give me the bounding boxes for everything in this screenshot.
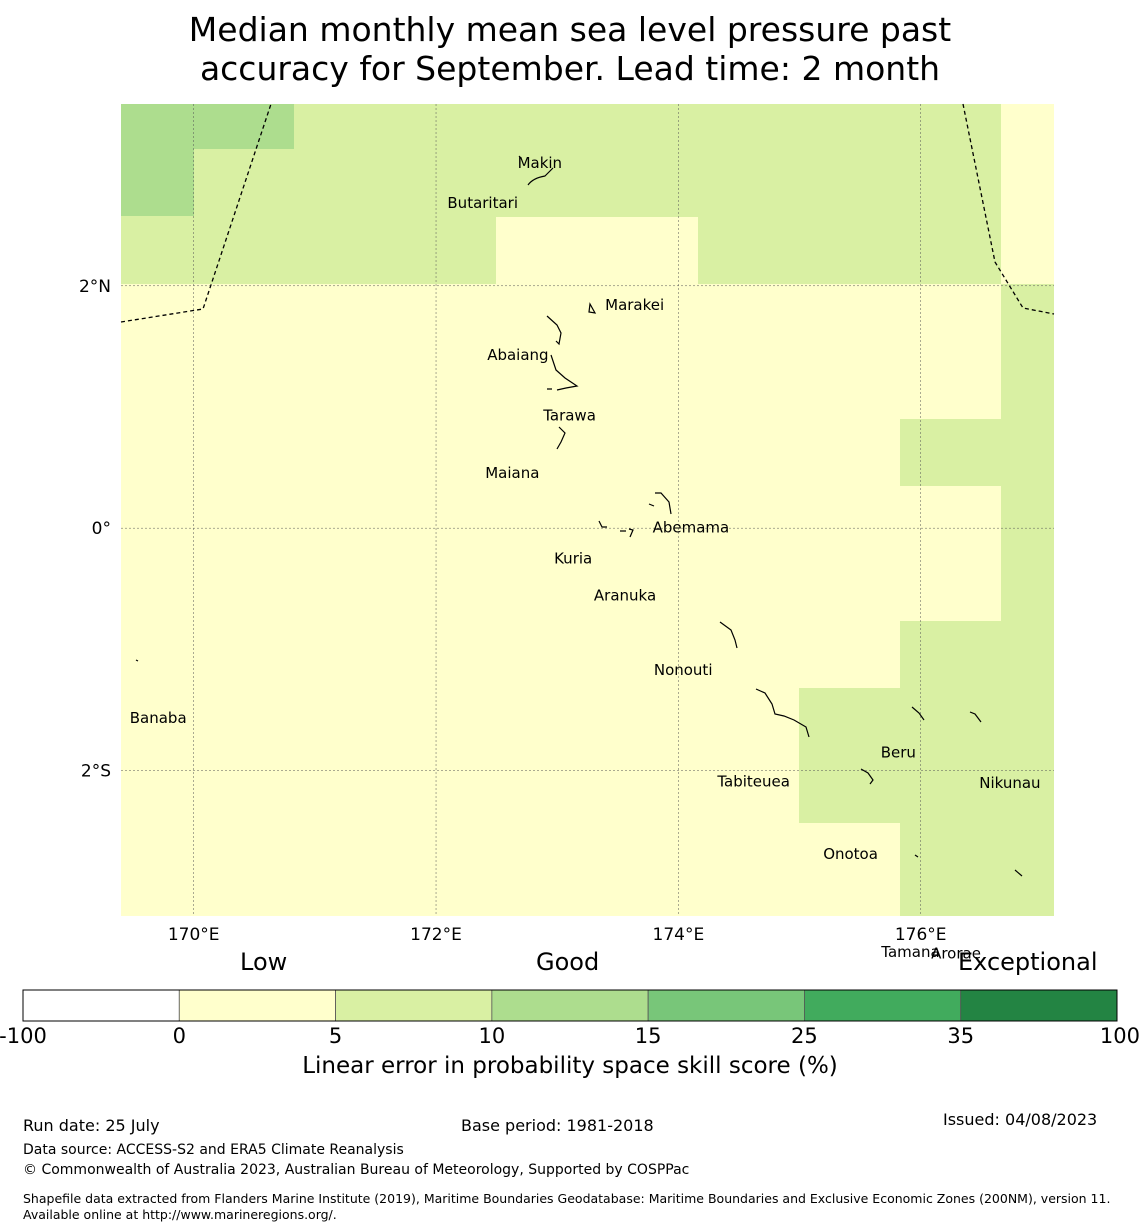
island-labels: Makin Butaritari Marakei Abaiang Tarawa Maian…: [130, 154, 1041, 962]
skill-cells: [121, 104, 1054, 916]
island-label: Marakei: [605, 296, 664, 314]
outline-nikunau: [969, 711, 982, 723]
outline-banaba: [135, 659, 139, 662]
eez-boundary-west: [120, 103, 272, 323]
outline-aranuka: [620, 528, 634, 538]
colorbar: [22, 989, 1118, 1022]
colorbar-tick-label: -100: [0, 1024, 47, 1048]
category-exceptional: Exceptional: [958, 948, 1098, 976]
map-title: Median monthly mean sea level pressure p…: [0, 10, 1140, 88]
run-date: Run date: 25 July: [23, 1116, 160, 1135]
outline-arorae: [1014, 869, 1023, 877]
map-area: Makin Butaritari Marakei Abaiang Tarawa Maian…: [79, 103, 1055, 962]
axis-tick-labels: 170°E 172°E 174°E 176°E 2°N 0° 2°S: [79, 277, 947, 945]
island-label: Nikunau: [979, 774, 1040, 792]
colorbar-tick-label: 5: [328, 1024, 343, 1048]
eez-boundary: [120, 103, 1055, 323]
cell-nw-good-1: [121, 104, 194, 216]
colorbar-tick-label: 25: [791, 1024, 818, 1048]
outline-beru: [911, 706, 925, 721]
island-label: Tabiteuea: [716, 773, 790, 791]
graticule: [121, 104, 1054, 916]
island-label: Butaritari: [447, 194, 518, 212]
outline-tabiteuea: [755, 688, 810, 738]
colorbar-frame: [22, 989, 1118, 1022]
lat-tick-label: 2°N: [79, 277, 111, 297]
lon-tick-label: 170°E: [168, 925, 220, 945]
colorbar-segment: [335, 989, 493, 1022]
shapefile-credit: Shapefile data extracted from Flanders M…: [23, 1191, 1111, 1222]
category-good: Good: [536, 948, 600, 976]
island-label: Abemama: [653, 519, 730, 537]
outline-abaiang: [546, 315, 562, 346]
island-label: Kuria: [554, 550, 592, 568]
island-label: Beru: [881, 743, 916, 761]
colorbar-segment: [491, 989, 649, 1022]
outline-marakei: [588, 302, 597, 314]
island-label: Arorae: [931, 944, 981, 960]
outline-butaritari: [527, 167, 554, 186]
colorbar-segment: [804, 989, 962, 1022]
cell-nw-good-2: [194, 104, 294, 149]
copyright: © Commonwealth of Australia 2023, Austra…: [23, 1162, 690, 1178]
colorbar-segment: [647, 989, 805, 1022]
colorbar-tick-label: 10: [478, 1024, 506, 1048]
map-svg: Makin Butaritari Marakei Abaiang Tarawa Maian…: [79, 103, 1055, 962]
island-outlines: [135, 155, 1023, 877]
outline-kuria: [598, 520, 607, 528]
outline-tamana: [914, 854, 919, 858]
outline-onotoa: [860, 768, 874, 785]
colorbar-tick-label: 100: [1099, 1024, 1140, 1048]
colorbar-segment: [22, 989, 180, 1022]
map-title-line-1: Median monthly mean sea level pressure p…: [188, 10, 952, 49]
cell-east-3: [799, 688, 900, 823]
island-label: Aranuka: [594, 587, 656, 605]
lon-tick-label: 174°E: [653, 925, 705, 945]
island-label: Onotoa: [823, 845, 878, 863]
eez-boundary-east: [962, 103, 1055, 315]
island-label: Abaiang: [487, 346, 548, 364]
island-label: Banaba: [130, 709, 187, 727]
category-low: Low: [240, 948, 288, 976]
outline-tarawa: [547, 354, 579, 391]
island-label: Tamana: [880, 943, 939, 960]
base-period: Base period: 1981-2018: [461, 1116, 654, 1135]
cell-east-2: [900, 621, 1001, 916]
colorbar-tick-label: 0: [172, 1024, 186, 1048]
colorbar-segment: [178, 989, 336, 1022]
lon-tick-label: 172°E: [410, 925, 462, 945]
colorbar-tick-label: 35: [947, 1024, 975, 1048]
colorbar-segment: [960, 989, 1118, 1022]
cell-east-1: [900, 419, 1001, 486]
lat-tick-label: 2°S: [81, 762, 111, 782]
island-label: Maiana: [485, 464, 539, 482]
cell-north-low: [496, 217, 698, 284]
colorbar-tick-label: 15: [634, 1024, 662, 1048]
outline-maiana: [556, 426, 566, 450]
colorbar-ticks: -100 0 5 10 15 25 35 100: [0, 1024, 1140, 1052]
issued-date: Issued: 04/08/2023: [943, 1110, 1098, 1129]
cell-east-strip: [1001, 284, 1054, 916]
outline-makin: [518, 155, 522, 159]
island-label: Nonouti: [654, 661, 713, 679]
map-title-line-2: accuracy for September. Lead time: 2 mon…: [199, 49, 941, 88]
island-label: Tarawa: [542, 407, 596, 425]
lon-tick-label: 176°E: [895, 925, 947, 945]
outline-abemama: [648, 492, 672, 515]
data-source: Data source: ACCESS-S2 and ERA5 Climate …: [23, 1142, 404, 1158]
island-label: Makin: [518, 154, 563, 172]
colorbar-label: Linear error in probability space skill …: [302, 1053, 838, 1079]
lat-tick-label: 0°: [92, 519, 111, 539]
outline-nonouti: [719, 621, 738, 649]
